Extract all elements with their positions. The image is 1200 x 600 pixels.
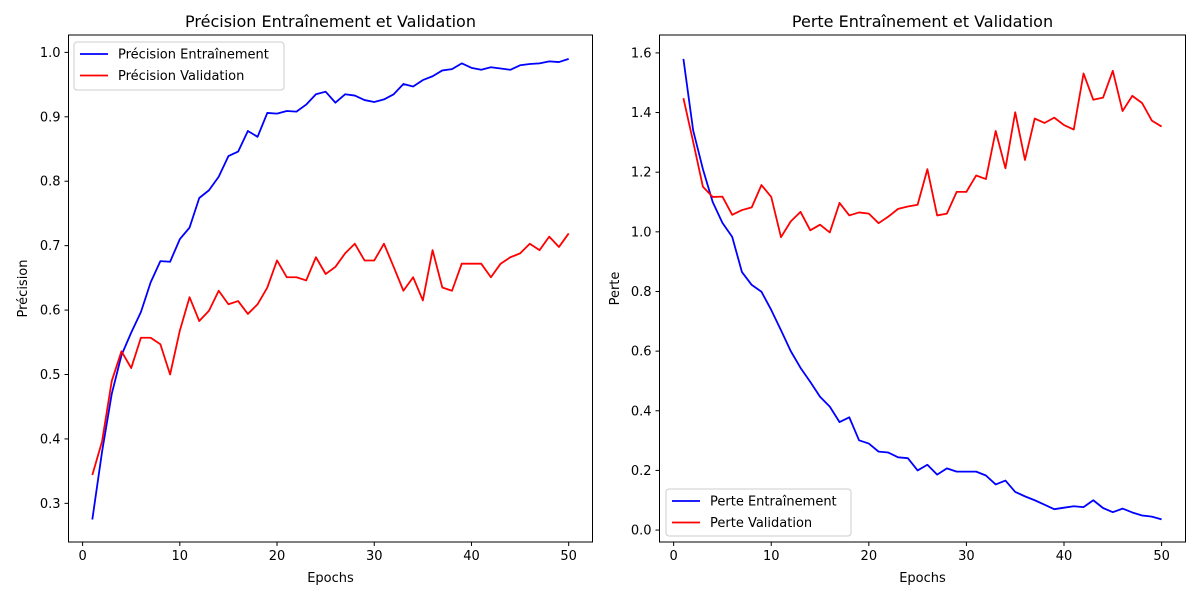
accuracy-legend: Précision Entraînement Précision Validati… bbox=[73, 41, 285, 91]
accuracy-series-line-validation bbox=[91, 232, 570, 476]
accuracy-plot-area bbox=[68, 34, 593, 543]
accuracy-y-tick-label: 0.9 bbox=[40, 110, 61, 125]
loss-y-tick-label: 1.4 bbox=[631, 106, 652, 121]
loss-ticks: 0 10 20 30 40 50 0.0 0.2 0.4 0.6 0.8 1.0 1.2 1.4 1.6 bbox=[631, 46, 1170, 564]
loss-x-tick-label: 10 bbox=[763, 549, 780, 564]
accuracy-chart: Précision Entraînement et Validation Epo… bbox=[16, 12, 593, 586]
accuracy-x-tick-label: 30 bbox=[366, 549, 383, 564]
loss-legend-box bbox=[665, 488, 852, 537]
loss-legend: Perte Entraînement Perte Validation bbox=[665, 488, 852, 537]
loss-y-tick-label: 0.8 bbox=[631, 285, 652, 300]
accuracy-y-tick-label: 0.5 bbox=[40, 368, 61, 383]
accuracy-y-tick-label: 0.8 bbox=[40, 175, 61, 190]
accuracy-ticks: 0 10 20 30 40 50 0.3 0.4 0.5 0.6 0.7 0.8 0.9 1.0 bbox=[40, 46, 577, 564]
accuracy-x-tick-label: 10 bbox=[172, 549, 189, 564]
loss-y-axis-label: Perte bbox=[608, 272, 623, 306]
loss-y-tick-label: 1.6 bbox=[631, 46, 652, 61]
loss-x-tick-label: 40 bbox=[1056, 549, 1073, 564]
accuracy-x-tick-label: 50 bbox=[560, 549, 577, 564]
accuracy-legend-box bbox=[73, 41, 285, 91]
accuracy-x-tick-label: 20 bbox=[269, 549, 286, 564]
accuracy-y-tick-label: 0.4 bbox=[40, 432, 61, 447]
accuracy-legend-label: Précision Entraînement bbox=[118, 48, 269, 63]
accuracy-legend-label: Précision Validation bbox=[118, 69, 244, 84]
accuracy-y-tick-label: 1.0 bbox=[40, 46, 61, 61]
loss-x-tick-label: 0 bbox=[670, 549, 678, 564]
loss-x-tick-label: 50 bbox=[1153, 549, 1170, 564]
loss-legend-label: Perte Entraînement bbox=[710, 495, 837, 510]
loss-lines bbox=[682, 58, 1163, 521]
loss-chart: Perte Entraînement et Validation Epochs … bbox=[608, 12, 1186, 586]
accuracy-y-axis-label: Précision bbox=[16, 259, 31, 317]
loss-y-tick-label: 0.2 bbox=[631, 464, 652, 479]
loss-series-line-validation bbox=[682, 69, 1163, 239]
accuracy-x-axis-label: Epochs bbox=[307, 571, 354, 586]
accuracy-lines bbox=[91, 57, 570, 520]
loss-series-line-train bbox=[682, 58, 1162, 521]
loss-legend-label: Perte Validation bbox=[710, 516, 812, 531]
loss-y-tick-label: 1.2 bbox=[631, 166, 652, 181]
loss-plot-area bbox=[659, 34, 1186, 543]
loss-y-tick-label: 0.0 bbox=[631, 524, 652, 539]
loss-chart-title: Perte Entraînement et Validation bbox=[792, 12, 1053, 31]
accuracy-y-tick-label: 0.6 bbox=[40, 304, 61, 319]
loss-x-tick-label: 20 bbox=[861, 549, 878, 564]
loss-y-tick-label: 0.4 bbox=[631, 404, 652, 419]
accuracy-x-tick-label: 40 bbox=[463, 549, 480, 564]
accuracy-series-line-train bbox=[91, 57, 569, 520]
accuracy-chart-title: Précision Entraînement et Validation bbox=[185, 12, 476, 31]
accuracy-y-tick-label: 0.7 bbox=[40, 239, 61, 254]
loss-y-tick-label: 1.0 bbox=[631, 225, 652, 240]
accuracy-x-tick-label: 0 bbox=[78, 549, 86, 564]
accuracy-y-tick-label: 0.3 bbox=[40, 497, 61, 512]
loss-x-tick-label: 30 bbox=[958, 549, 975, 564]
loss-x-axis-label: Epochs bbox=[899, 571, 946, 586]
loss-y-tick-label: 0.6 bbox=[631, 345, 652, 360]
